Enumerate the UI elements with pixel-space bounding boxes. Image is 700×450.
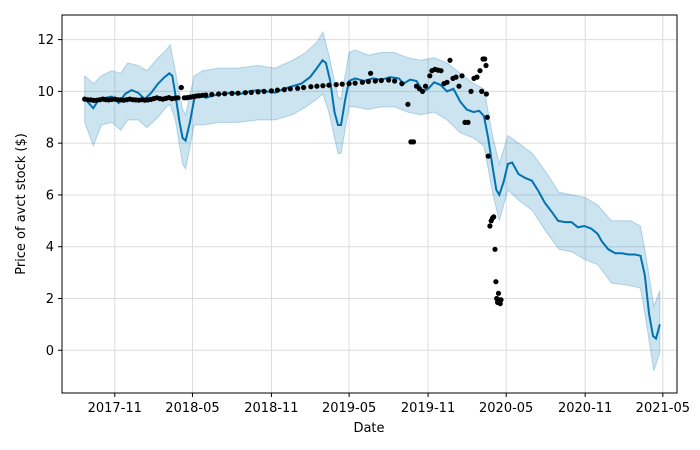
- y-axis-label: Price of avct stock ($): [14, 133, 29, 275]
- actual-point: [419, 88, 426, 94]
- x-tick-label: 2021-05: [636, 401, 690, 416]
- actual-point: [444, 79, 450, 85]
- actual-point: [392, 78, 398, 84]
- plot-frame: [61, 14, 678, 394]
- x-tick-label: 2018-05: [165, 401, 219, 416]
- actual-point: [333, 82, 339, 88]
- x-tick-label: 2017-11: [88, 401, 142, 416]
- actual-point: [405, 101, 411, 107]
- actual-point: [281, 87, 287, 93]
- actual-point: [209, 91, 215, 98]
- actual-point: [483, 91, 489, 97]
- actual-point: [229, 90, 235, 96]
- actual-point: [242, 90, 248, 96]
- y-tick-label: 12: [37, 33, 54, 48]
- actual-point: [320, 83, 326, 89]
- actual-point: [493, 279, 499, 285]
- actual-point: [346, 81, 352, 87]
- actual-point: [261, 88, 267, 94]
- actual-point: [479, 88, 485, 94]
- actual-point: [216, 91, 222, 97]
- actual-point: [372, 78, 378, 84]
- actual-point: [268, 88, 274, 94]
- actual-point: [422, 83, 429, 89]
- actual-point: [339, 81, 345, 87]
- actual-point: [359, 79, 365, 85]
- actual-point: [495, 290, 502, 296]
- y-tick-label: 10: [37, 85, 54, 100]
- grid-lines: [62, 15, 677, 393]
- actual-point: [487, 223, 493, 229]
- actual-point: [235, 90, 241, 96]
- actual-point: [477, 68, 483, 74]
- x-axis-label: Date: [353, 421, 384, 436]
- actual-point: [255, 89, 261, 95]
- actual-point: [427, 73, 433, 79]
- actual-point: [386, 77, 392, 83]
- actual-point: [287, 86, 293, 92]
- x-tick-label: 2019-05: [322, 401, 376, 416]
- actual-point: [326, 82, 332, 88]
- y-tick-label: 8: [46, 137, 54, 152]
- actual-point: [453, 74, 459, 80]
- actual-point: [308, 84, 314, 90]
- actual-point: [352, 80, 358, 86]
- actual-point: [474, 74, 480, 80]
- x-tick-label: 2019-11: [401, 401, 455, 416]
- actual-point: [410, 139, 417, 145]
- actual-point: [459, 73, 465, 79]
- actual-point: [447, 57, 453, 63]
- x-tick-label: 2020-11: [558, 401, 612, 416]
- actual-point: [491, 214, 497, 220]
- actual-point: [484, 114, 490, 120]
- actual-point: [483, 62, 489, 69]
- actual-point: [468, 88, 474, 94]
- x-tick-label: 2018-11: [244, 401, 298, 416]
- actual-point: [497, 301, 503, 307]
- actual-point: [438, 68, 444, 74]
- x-axis: 2017-11 2018-05 2018-11 2019-05 2019-11 2020-…: [88, 393, 690, 416]
- actual-point: [222, 91, 228, 97]
- actual-point: [295, 85, 301, 91]
- actual-point: [203, 92, 209, 98]
- actual-point: [175, 95, 181, 101]
- actual-point: [465, 119, 471, 125]
- y-tick-label: 0: [46, 344, 54, 359]
- actual-point: [274, 87, 280, 93]
- actual-point: [399, 81, 405, 87]
- actual-point: [492, 246, 498, 252]
- y-axis: 0 2 4 6 8 10 12: [37, 33, 62, 359]
- actual-point: [456, 83, 462, 89]
- actual-point: [368, 70, 374, 76]
- actual-point: [248, 89, 254, 95]
- actual-point: [178, 84, 184, 91]
- y-tick-label: 4: [46, 240, 54, 255]
- y-tick-label: 6: [46, 188, 54, 203]
- actual-point: [378, 77, 384, 84]
- actual-point: [482, 56, 488, 62]
- actual-point: [365, 78, 371, 85]
- actual-points: [82, 56, 504, 307]
- actual-point: [485, 153, 491, 159]
- actual-point: [301, 84, 307, 91]
- actual-point: [498, 297, 504, 303]
- actual-point: [314, 83, 320, 89]
- uncertainty-band: [84, 30, 661, 372]
- x-tick-label: 2020-05: [479, 401, 533, 416]
- y-tick-label: 2: [46, 292, 54, 307]
